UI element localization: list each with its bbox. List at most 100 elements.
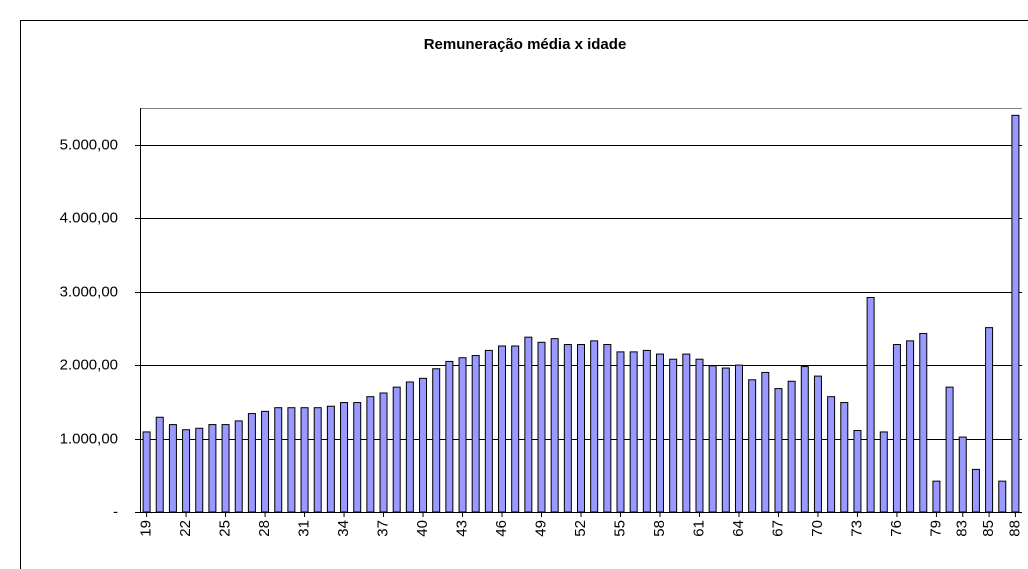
bar	[682, 353, 691, 513]
x-tick-label: 58	[651, 520, 668, 537]
x-tick-label: 83	[954, 520, 971, 537]
bar	[261, 410, 270, 513]
x-tick-label: 52	[572, 520, 589, 537]
bar	[695, 358, 704, 513]
bar	[734, 364, 743, 513]
bar	[340, 402, 349, 513]
bar	[168, 424, 177, 513]
x-tick-label: 49	[532, 520, 549, 537]
bar	[774, 388, 783, 513]
x-tick-label: 64	[730, 520, 747, 537]
bar	[419, 377, 428, 513]
x-tick-label: 88	[1006, 520, 1023, 537]
bar	[945, 386, 954, 513]
x-tick-label: 76	[888, 520, 905, 537]
x-tick-label: 79	[927, 520, 944, 537]
bar	[353, 402, 362, 513]
y-tick-label: 4.000,00	[60, 209, 118, 226]
bar	[827, 396, 836, 513]
bar	[748, 379, 757, 513]
bar	[998, 480, 1007, 513]
x-tick-label: 37	[375, 520, 392, 537]
x-tick-label: 43	[453, 520, 470, 537]
bar	[405, 381, 414, 513]
y-tick-label: 2.000,00	[60, 356, 118, 373]
y-tick-label: -	[113, 503, 118, 520]
bar	[234, 420, 243, 513]
chart-title: Remuneração média x idade	[424, 36, 627, 53]
bar	[524, 336, 533, 513]
x-tick-label: 73	[848, 520, 865, 537]
x-tick-label: 22	[177, 520, 194, 537]
bar	[432, 368, 441, 513]
x-tick-label: 25	[217, 520, 234, 537]
bar	[813, 375, 822, 513]
bar	[616, 351, 625, 513]
bar	[577, 344, 585, 513]
bar	[471, 355, 480, 513]
bar	[366, 396, 375, 513]
x-tick-label: 19	[138, 520, 155, 537]
bar	[721, 367, 730, 513]
x-tick-label: 34	[335, 520, 352, 537]
x-tick-label: 61	[690, 520, 707, 537]
bar	[761, 371, 770, 513]
bar	[892, 344, 901, 513]
bar	[563, 344, 572, 513]
bar	[906, 340, 915, 513]
bar	[274, 407, 283, 513]
bar	[669, 358, 678, 513]
bar	[800, 366, 809, 513]
x-tick-label: 40	[414, 520, 431, 537]
x-tick-label: 31	[296, 520, 313, 537]
bar	[603, 344, 612, 513]
y-tick-label: 5.000,00	[60, 136, 118, 153]
x-tick-label: 55	[611, 520, 628, 537]
bar	[247, 413, 256, 513]
bar	[879, 431, 888, 513]
bar	[300, 407, 309, 513]
x-tick-label: 46	[493, 520, 510, 537]
bar	[537, 341, 546, 513]
chart-frame	[20, 20, 1028, 569]
bar	[550, 338, 559, 513]
bar	[840, 402, 849, 513]
bar	[919, 333, 928, 513]
bar	[787, 380, 796, 513]
bar	[392, 386, 401, 513]
bar	[590, 340, 599, 513]
bar	[511, 345, 520, 513]
bar	[287, 407, 296, 513]
bar	[708, 365, 717, 513]
bar	[195, 427, 204, 513]
x-tick-label: 85	[980, 520, 997, 537]
bar	[221, 424, 230, 513]
bar	[932, 480, 941, 513]
bar	[853, 429, 862, 513]
bar	[458, 357, 467, 513]
bar	[208, 424, 217, 513]
bar	[484, 349, 493, 513]
x-tick-label: 67	[769, 520, 786, 537]
x-tick-label: 70	[809, 520, 826, 537]
x-tick-label: 28	[256, 520, 273, 537]
bar	[642, 349, 651, 513]
bar	[313, 407, 322, 513]
bar	[182, 429, 191, 513]
y-tick-label: 3.000,00	[60, 283, 118, 300]
bar	[958, 436, 967, 513]
bar	[971, 468, 980, 513]
y-tick-label: 1.000,00	[60, 430, 118, 447]
bar	[498, 345, 507, 513]
bar	[155, 416, 164, 513]
bar	[1011, 114, 1020, 513]
bar	[655, 353, 664, 513]
bar	[326, 405, 335, 513]
bar	[985, 327, 994, 513]
bar	[142, 431, 151, 513]
bar	[629, 351, 638, 513]
bar	[379, 392, 388, 513]
bar	[866, 297, 875, 513]
bar	[445, 360, 454, 513]
